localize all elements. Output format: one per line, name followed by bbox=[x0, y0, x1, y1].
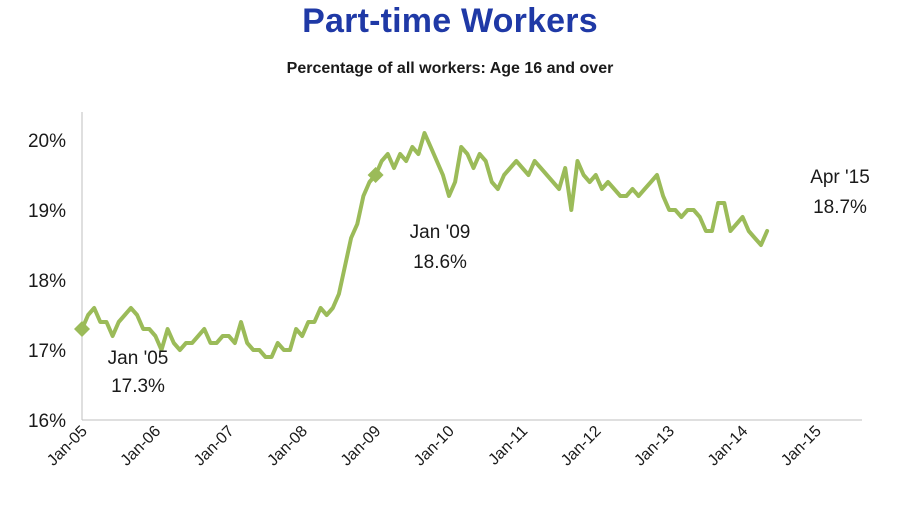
x-tick-labels: Jan-05 Jan-06 Jan-07 Jan-08 Jan-09 Jan-10 Jan-… bbox=[44, 423, 825, 470]
x-tick-label: Jan-07 bbox=[191, 423, 238, 470]
y-tick-labels: 16% 17% 18% 19% 20% bbox=[28, 131, 66, 432]
chart-subtitle: Percentage of all workers: Age 16 and ov… bbox=[286, 60, 614, 77]
chart-title: Part-time Workers bbox=[302, 2, 598, 40]
annotation-value: 17.3% bbox=[111, 376, 165, 397]
annotations: Jan '05 17.3% Jan '09 18.6% Apr '15 18.7% bbox=[74, 167, 870, 397]
annotation-marker bbox=[367, 167, 384, 183]
x-tick-label: Jan-09 bbox=[338, 423, 385, 470]
annotation-value: 18.7% bbox=[813, 197, 867, 218]
x-tick-label: Jan-11 bbox=[485, 423, 531, 469]
y-tick-label: 16% bbox=[28, 411, 66, 432]
x-tick-label: Jan-14 bbox=[705, 423, 752, 470]
y-tick-label: 19% bbox=[28, 201, 66, 222]
y-tick-label: 20% bbox=[28, 131, 66, 152]
series-line bbox=[80, 131, 770, 359]
annotation-marker bbox=[74, 321, 90, 337]
annotation-value: 18.6% bbox=[413, 252, 467, 273]
x-tick-label: Jan-08 bbox=[264, 423, 311, 470]
x-tick-label: Jan-13 bbox=[631, 423, 678, 470]
x-tick-label: Jan-10 bbox=[411, 423, 458, 470]
x-tick-label: Jan-12 bbox=[558, 423, 605, 470]
y-tick-label: 18% bbox=[28, 271, 66, 292]
annotation-label: Apr '15 bbox=[810, 167, 870, 188]
x-tick-label: Jan-15 bbox=[778, 423, 825, 470]
annotation-label: Jan '09 bbox=[410, 222, 471, 243]
data-series bbox=[80, 131, 770, 359]
y-tick-label: 17% bbox=[28, 341, 66, 362]
annotation-label: Jan '05 bbox=[108, 348, 169, 369]
x-tick-label: Jan-06 bbox=[118, 423, 165, 470]
